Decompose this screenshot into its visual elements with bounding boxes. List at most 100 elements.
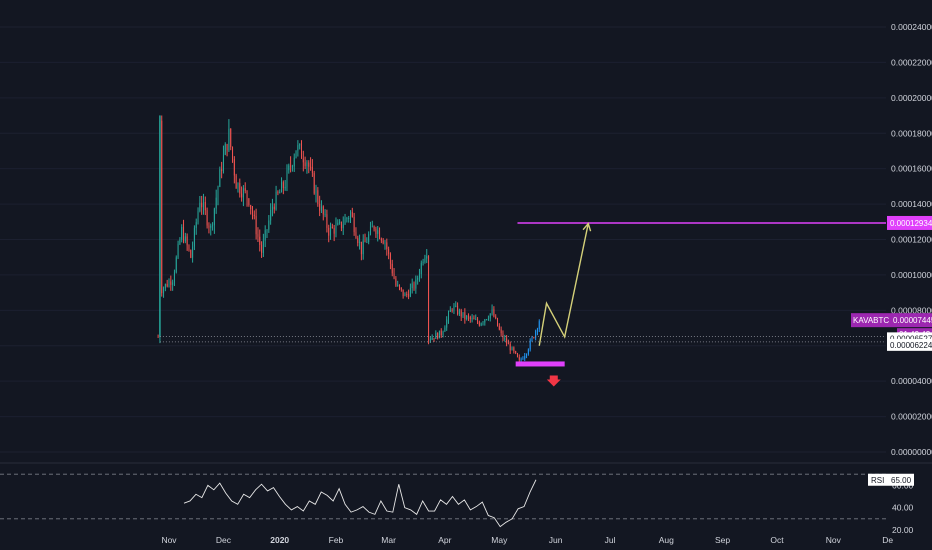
candle-body — [444, 327, 446, 332]
projection-path[interactable] — [538, 223, 589, 346]
candle-body — [192, 246, 194, 258]
candle-body — [386, 242, 388, 250]
candle-body — [186, 236, 188, 246]
candle-body — [250, 205, 252, 210]
candle-body — [377, 230, 379, 234]
rsi-value-tag[interactable] — [868, 473, 914, 486]
rsi-line — [183, 479, 537, 528]
candle-body — [435, 333, 437, 339]
candle-body — [487, 318, 489, 320]
candle-body — [344, 218, 346, 225]
candle-body — [438, 330, 440, 339]
candle-body — [522, 358, 524, 360]
rsi-value-label: 65.00 — [891, 476, 912, 485]
candle-body — [233, 159, 235, 176]
candle-body — [288, 165, 290, 171]
candle-body — [239, 183, 241, 194]
time-axis[interactable]: Nov Dec 2020 Feb Mar Apr May Jun Jul Aug Sep Oct Nov… — [161, 535, 893, 545]
support-zone[interactable] — [515, 361, 565, 367]
candle-body — [426, 256, 428, 259]
candle-body — [350, 211, 351, 219]
candle-body — [397, 284, 399, 286]
candle-body — [480, 323, 482, 326]
candle-body — [257, 234, 259, 237]
candle-body — [477, 319, 479, 323]
candle-body — [277, 191, 279, 194]
candle-body — [259, 236, 261, 245]
candle-body — [320, 206, 322, 211]
candle-body — [331, 226, 333, 228]
candle-body — [473, 318, 475, 320]
candle-body — [251, 209, 253, 215]
price-tick-label: 0.00008000 — [891, 305, 932, 315]
candle-body — [330, 226, 332, 236]
candle-body — [226, 144, 228, 151]
candle-body — [526, 354, 528, 356]
price-tick-label: 0.00020000 — [891, 93, 932, 103]
candle-body — [184, 236, 186, 242]
candle-body — [311, 166, 313, 173]
candle-body — [478, 322, 480, 326]
candle-body — [362, 240, 364, 255]
candle-body — [326, 214, 328, 228]
candle-body — [471, 318, 473, 320]
price-tick-label: 0.00014000 — [891, 199, 932, 209]
price-tick-label: 0.00016000 — [891, 164, 932, 174]
candle-body — [469, 317, 471, 319]
candle-body — [418, 274, 420, 279]
candle-body — [232, 147, 234, 160]
resistance-price-tag[interactable] — [887, 215, 932, 230]
candle-body — [244, 188, 246, 191]
candle-body — [181, 227, 183, 240]
time-tick-label: Sep — [715, 535, 730, 545]
candle-body — [237, 183, 239, 189]
candle-body — [261, 244, 263, 253]
resistance-price-label: 0.00012934 — [890, 219, 932, 228]
candle-body — [271, 206, 273, 210]
candle-body — [429, 339, 431, 341]
candle-body — [373, 226, 375, 229]
candle-body — [393, 273, 395, 279]
candle-body — [384, 242, 386, 244]
candle-body — [170, 281, 172, 285]
rsi-tick-label: 20.00 — [892, 525, 914, 535]
candle-body — [484, 319, 486, 323]
reference-price-tag[interactable] — [887, 338, 932, 351]
price-axis[interactable]: 0.00024000 0.00022000 0.00020000 0.00018000… — [851, 22, 932, 457]
candle-body — [210, 225, 212, 228]
candle-body — [389, 254, 391, 264]
candle-body — [507, 343, 509, 345]
time-tick-label: Nov — [161, 535, 177, 545]
candle-body — [382, 240, 384, 244]
candle-body — [502, 333, 504, 339]
candle-body — [366, 241, 368, 243]
candle-body — [357, 238, 359, 244]
candle-body — [380, 238, 382, 241]
candle-body — [335, 224, 337, 234]
candle-body — [460, 310, 462, 317]
candle-body — [319, 203, 321, 211]
candle-body — [304, 162, 306, 167]
candle-body — [533, 337, 535, 339]
drawing-layer[interactable] — [159, 222, 886, 387]
candle-body — [190, 250, 192, 258]
candle-body — [417, 278, 419, 280]
candle-body — [328, 227, 330, 236]
candle-body — [340, 221, 342, 229]
candle-body — [300, 144, 302, 159]
time-tick-label: De — [882, 535, 893, 545]
candle-body — [364, 240, 366, 243]
candle-body — [527, 349, 529, 355]
candle-body — [241, 193, 243, 198]
symbol-price-tag[interactable] — [851, 313, 932, 328]
candle-body — [531, 337, 533, 341]
candle-body — [302, 158, 304, 163]
candle-body — [246, 190, 248, 199]
price-tick-label: 0.00012000 — [891, 235, 932, 245]
candle-body — [535, 330, 537, 338]
time-tick-label: Aug — [659, 535, 674, 545]
candle-body — [518, 357, 520, 360]
candle-body — [498, 326, 500, 330]
candle-body — [516, 353, 518, 358]
candle-body — [197, 211, 199, 223]
